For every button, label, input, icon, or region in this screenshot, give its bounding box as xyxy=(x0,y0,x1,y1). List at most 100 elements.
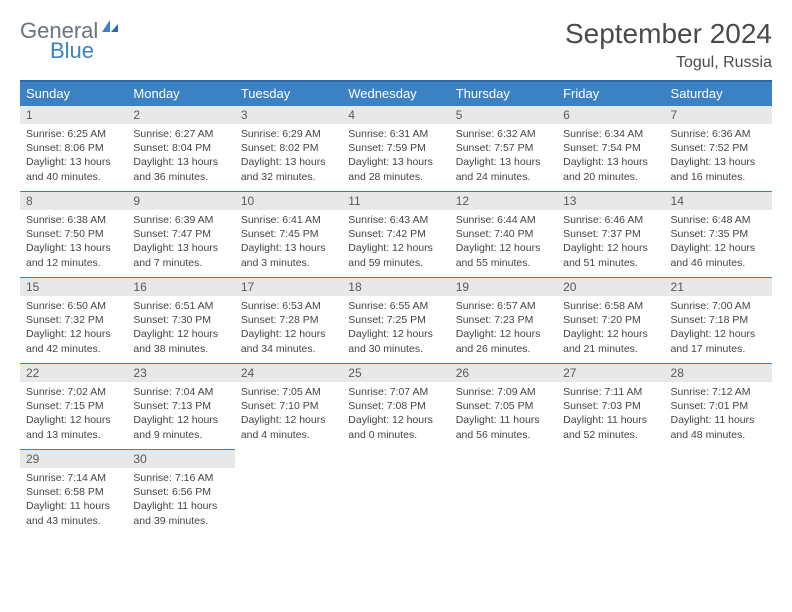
calendar-week-row: 22Sunrise: 7:02 AMSunset: 7:15 PMDayligh… xyxy=(20,363,772,449)
sunrise-text: Sunrise: 7:02 AM xyxy=(26,385,121,399)
day-details: Sunrise: 6:48 AMSunset: 7:35 PMDaylight:… xyxy=(665,210,772,274)
calendar-day-cell: 10Sunrise: 6:41 AMSunset: 7:45 PMDayligh… xyxy=(235,191,342,277)
sunrise-text: Sunrise: 7:07 AM xyxy=(348,385,443,399)
calendar-day-cell: 22Sunrise: 7:02 AMSunset: 7:15 PMDayligh… xyxy=(20,363,127,449)
sunset-text: Sunset: 7:52 PM xyxy=(671,141,766,155)
daylight-text-1: Daylight: 11 hours xyxy=(26,499,121,513)
sunrise-text: Sunrise: 6:31 AM xyxy=(348,127,443,141)
calendar-day-cell: 9Sunrise: 6:39 AMSunset: 7:47 PMDaylight… xyxy=(127,191,234,277)
calendar-day-cell: 17Sunrise: 6:53 AMSunset: 7:28 PMDayligh… xyxy=(235,277,342,363)
sunrise-text: Sunrise: 6:27 AM xyxy=(133,127,228,141)
day-number: 9 xyxy=(127,191,234,210)
daylight-text-1: Daylight: 12 hours xyxy=(133,327,228,341)
weekday-header: Monday xyxy=(127,81,234,105)
daylight-text-1: Daylight: 12 hours xyxy=(133,413,228,427)
daylight-text-2: and 30 minutes. xyxy=(348,342,443,356)
calendar-day-cell: 23Sunrise: 7:04 AMSunset: 7:13 PMDayligh… xyxy=(127,363,234,449)
day-number: 22 xyxy=(20,363,127,382)
day-number: 6 xyxy=(557,105,664,124)
daylight-text-2: and 24 minutes. xyxy=(456,170,551,184)
calendar-day-cell: 26Sunrise: 7:09 AMSunset: 7:05 PMDayligh… xyxy=(450,363,557,449)
day-details: Sunrise: 6:32 AMSunset: 7:57 PMDaylight:… xyxy=(450,124,557,188)
sunrise-text: Sunrise: 6:50 AM xyxy=(26,299,121,313)
title-block: September 2024 Togul, Russia xyxy=(565,18,772,72)
day-details: Sunrise: 6:53 AMSunset: 7:28 PMDaylight:… xyxy=(235,296,342,360)
sunrise-text: Sunrise: 6:38 AM xyxy=(26,213,121,227)
day-details: Sunrise: 7:05 AMSunset: 7:10 PMDaylight:… xyxy=(235,382,342,446)
calendar-day-cell: 1Sunrise: 6:25 AMSunset: 8:06 PMDaylight… xyxy=(20,105,127,191)
day-details: Sunrise: 7:07 AMSunset: 7:08 PMDaylight:… xyxy=(342,382,449,446)
calendar-empty-cell xyxy=(557,449,664,535)
day-number: 24 xyxy=(235,363,342,382)
sunset-text: Sunset: 7:01 PM xyxy=(671,399,766,413)
sunrise-text: Sunrise: 6:48 AM xyxy=(671,213,766,227)
day-number: 26 xyxy=(450,363,557,382)
daylight-text-2: and 12 minutes. xyxy=(26,256,121,270)
calendar-day-cell: 29Sunrise: 7:14 AMSunset: 6:58 PMDayligh… xyxy=(20,449,127,535)
calendar-day-cell: 14Sunrise: 6:48 AMSunset: 7:35 PMDayligh… xyxy=(665,191,772,277)
weekday-header: Sunday xyxy=(20,81,127,105)
weekday-header: Friday xyxy=(557,81,664,105)
daylight-text-2: and 36 minutes. xyxy=(133,170,228,184)
sunrise-text: Sunrise: 6:25 AM xyxy=(26,127,121,141)
sunset-text: Sunset: 8:06 PM xyxy=(26,141,121,155)
daylight-text-1: Daylight: 13 hours xyxy=(348,155,443,169)
sunrise-text: Sunrise: 6:55 AM xyxy=(348,299,443,313)
sunset-text: Sunset: 7:40 PM xyxy=(456,227,551,241)
day-details: Sunrise: 6:27 AMSunset: 8:04 PMDaylight:… xyxy=(127,124,234,188)
day-number: 10 xyxy=(235,191,342,210)
day-details: Sunrise: 7:11 AMSunset: 7:03 PMDaylight:… xyxy=(557,382,664,446)
daylight-text-2: and 34 minutes. xyxy=(241,342,336,356)
day-details: Sunrise: 6:25 AMSunset: 8:06 PMDaylight:… xyxy=(20,124,127,188)
day-details: Sunrise: 6:57 AMSunset: 7:23 PMDaylight:… xyxy=(450,296,557,360)
sunrise-text: Sunrise: 6:32 AM xyxy=(456,127,551,141)
day-number: 30 xyxy=(127,449,234,468)
sunrise-text: Sunrise: 6:57 AM xyxy=(456,299,551,313)
calendar-week-row: 15Sunrise: 6:50 AMSunset: 7:32 PMDayligh… xyxy=(20,277,772,363)
daylight-text-2: and 56 minutes. xyxy=(456,428,551,442)
calendar-empty-cell xyxy=(235,449,342,535)
day-number: 18 xyxy=(342,277,449,296)
daylight-text-1: Daylight: 12 hours xyxy=(241,327,336,341)
sunrise-text: Sunrise: 6:39 AM xyxy=(133,213,228,227)
daylight-text-1: Daylight: 13 hours xyxy=(133,155,228,169)
day-number: 5 xyxy=(450,105,557,124)
sunrise-text: Sunrise: 7:00 AM xyxy=(671,299,766,313)
daylight-text-2: and 43 minutes. xyxy=(26,514,121,528)
sunset-text: Sunset: 8:04 PM xyxy=(133,141,228,155)
calendar-day-cell: 25Sunrise: 7:07 AMSunset: 7:08 PMDayligh… xyxy=(342,363,449,449)
sail-icon xyxy=(100,18,120,34)
daylight-text-1: Daylight: 13 hours xyxy=(241,155,336,169)
sunrise-text: Sunrise: 7:09 AM xyxy=(456,385,551,399)
day-details: Sunrise: 7:00 AMSunset: 7:18 PMDaylight:… xyxy=(665,296,772,360)
daylight-text-1: Daylight: 12 hours xyxy=(26,327,121,341)
sunrise-text: Sunrise: 7:11 AM xyxy=(563,385,658,399)
daylight-text-2: and 17 minutes. xyxy=(671,342,766,356)
sunset-text: Sunset: 7:57 PM xyxy=(456,141,551,155)
daylight-text-2: and 40 minutes. xyxy=(26,170,121,184)
calendar-day-cell: 19Sunrise: 6:57 AMSunset: 7:23 PMDayligh… xyxy=(450,277,557,363)
day-number: 20 xyxy=(557,277,664,296)
calendar-day-cell: 7Sunrise: 6:36 AMSunset: 7:52 PMDaylight… xyxy=(665,105,772,191)
calendar-empty-cell xyxy=(665,449,772,535)
daylight-text-1: Daylight: 12 hours xyxy=(563,241,658,255)
calendar-table: SundayMondayTuesdayWednesdayThursdayFrid… xyxy=(20,80,772,535)
day-details: Sunrise: 6:34 AMSunset: 7:54 PMDaylight:… xyxy=(557,124,664,188)
day-details: Sunrise: 7:12 AMSunset: 7:01 PMDaylight:… xyxy=(665,382,772,446)
weekday-header: Wednesday xyxy=(342,81,449,105)
day-number: 4 xyxy=(342,105,449,124)
sunrise-text: Sunrise: 7:16 AM xyxy=(133,471,228,485)
daylight-text-2: and 13 minutes. xyxy=(26,428,121,442)
weekday-header-row: SundayMondayTuesdayWednesdayThursdayFrid… xyxy=(20,81,772,105)
day-number: 29 xyxy=(20,449,127,468)
daylight-text-1: Daylight: 13 hours xyxy=(26,155,121,169)
daylight-text-1: Daylight: 12 hours xyxy=(456,327,551,341)
day-number: 17 xyxy=(235,277,342,296)
daylight-text-1: Daylight: 12 hours xyxy=(241,413,336,427)
logo: GeneralBlue xyxy=(20,18,120,64)
calendar-week-row: 8Sunrise: 6:38 AMSunset: 7:50 PMDaylight… xyxy=(20,191,772,277)
sunrise-text: Sunrise: 6:29 AM xyxy=(241,127,336,141)
daylight-text-2: and 52 minutes. xyxy=(563,428,658,442)
daylight-text-2: and 51 minutes. xyxy=(563,256,658,270)
day-number: 25 xyxy=(342,363,449,382)
